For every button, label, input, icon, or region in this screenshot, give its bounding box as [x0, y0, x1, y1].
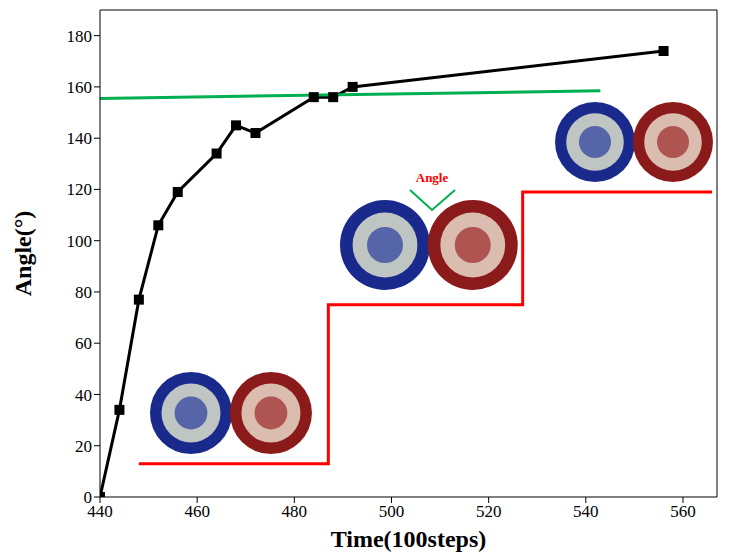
svg-text:20: 20 — [75, 437, 92, 456]
svg-text:100: 100 — [67, 232, 93, 251]
svg-text:160: 160 — [67, 78, 93, 97]
svg-text:540: 540 — [573, 502, 599, 521]
svg-text:60: 60 — [75, 334, 92, 353]
svg-text:440: 440 — [87, 502, 113, 522]
svg-text:40: 40 — [75, 386, 92, 405]
svg-text:Angle(°): Angle(°) — [10, 211, 36, 297]
svg-text:460: 460 — [184, 502, 210, 521]
svg-text:120: 120 — [67, 180, 93, 199]
svg-text:140: 140 — [67, 129, 93, 148]
svg-text:Angle: Angle — [416, 170, 449, 185]
svg-text:80: 80 — [75, 283, 92, 302]
svg-text:560: 560 — [670, 502, 696, 521]
svg-text:0: 0 — [84, 488, 93, 507]
svg-text:180: 180 — [67, 27, 93, 46]
svg-text:520: 520 — [476, 502, 502, 521]
svg-text:Time(100steps): Time(100steps) — [331, 526, 487, 552]
svg-text:500: 500 — [379, 502, 405, 521]
svg-text:480: 480 — [282, 502, 308, 521]
